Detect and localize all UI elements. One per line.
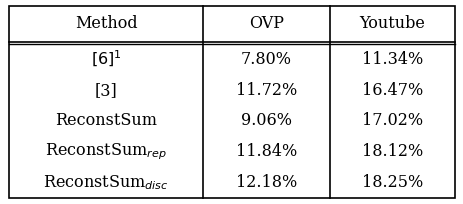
Text: OVP: OVP bbox=[249, 15, 283, 32]
Text: ReconstSum: ReconstSum bbox=[55, 112, 157, 130]
Text: 11.72%: 11.72% bbox=[235, 82, 296, 99]
Text: [3]: [3] bbox=[94, 82, 117, 99]
Text: 11.34%: 11.34% bbox=[361, 51, 422, 68]
Text: Youtube: Youtube bbox=[359, 15, 425, 32]
Text: 17.02%: 17.02% bbox=[361, 112, 422, 130]
Text: 16.47%: 16.47% bbox=[361, 82, 422, 99]
Text: 18.25%: 18.25% bbox=[361, 174, 422, 191]
Text: 11.84%: 11.84% bbox=[235, 143, 296, 160]
Text: 7.80%: 7.80% bbox=[240, 51, 291, 68]
Text: 9.06%: 9.06% bbox=[240, 112, 291, 130]
Text: 12.18%: 12.18% bbox=[235, 174, 296, 191]
Text: Method: Method bbox=[75, 15, 137, 32]
Text: ReconstSum$_{disc}$: ReconstSum$_{disc}$ bbox=[43, 173, 169, 192]
Text: 18.12%: 18.12% bbox=[361, 143, 422, 160]
Text: ReconstSum$_{rep}$: ReconstSum$_{rep}$ bbox=[45, 141, 167, 162]
Text: $[6]^1$: $[6]^1$ bbox=[91, 49, 121, 70]
